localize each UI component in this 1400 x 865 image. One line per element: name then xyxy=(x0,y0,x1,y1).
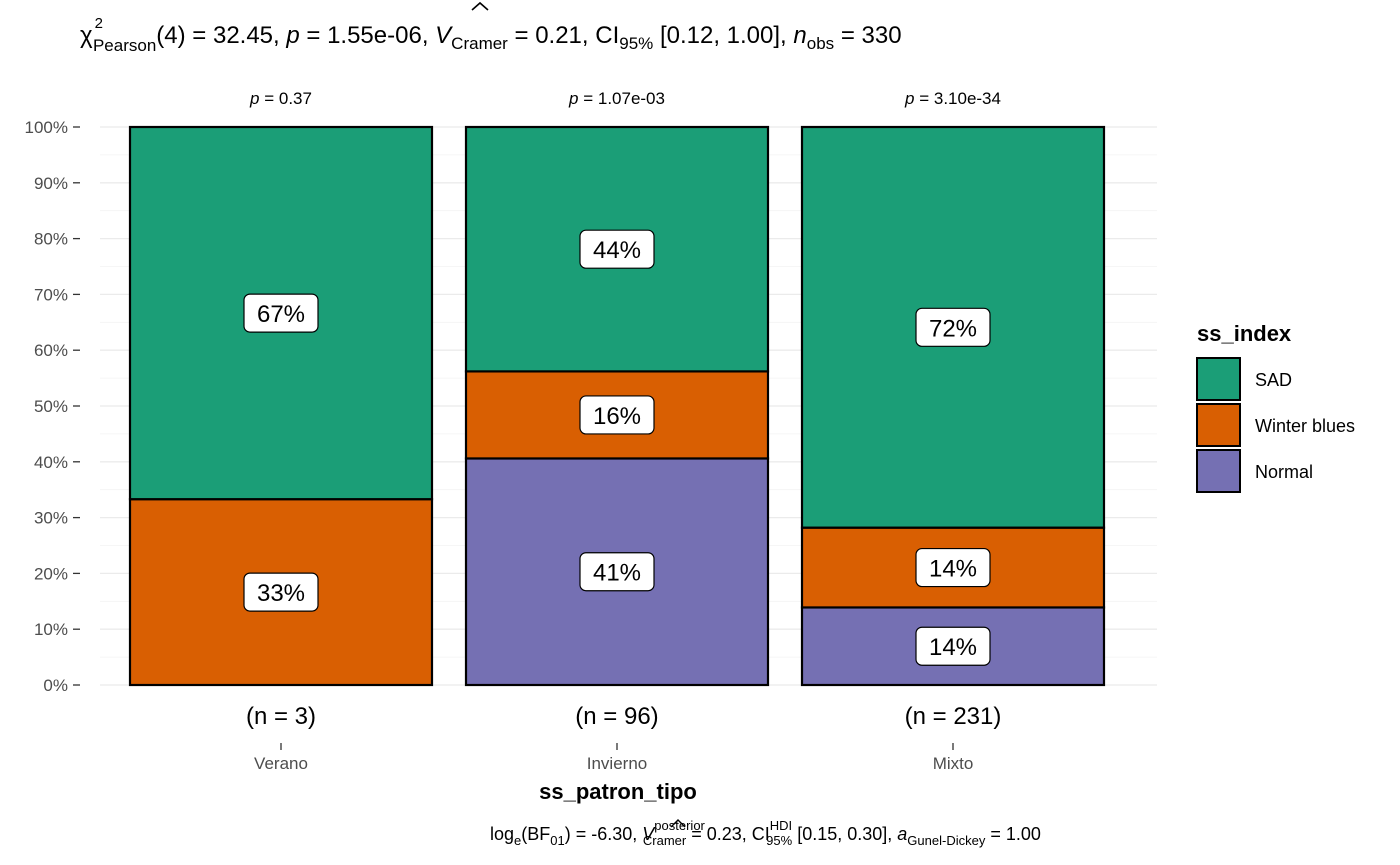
data-label-box xyxy=(915,547,991,588)
legend-label: SAD xyxy=(1255,370,1292,390)
x-tick-label: Verano xyxy=(254,754,308,773)
bar-labels: 33% 67% p = 0.37 (n = 3) 41% 16% 44% p = 1.07e-… xyxy=(243,89,1002,730)
caption-v-hat xyxy=(670,819,686,828)
bar-count: (n = 231) xyxy=(905,703,1002,730)
x-tick-label: Mixto xyxy=(933,754,974,773)
data-label-box xyxy=(579,552,655,592)
y-tick-label: 90% xyxy=(34,174,68,193)
data-label-box xyxy=(579,229,655,269)
y-tick-label: 60% xyxy=(34,341,68,360)
bar-p-value: p = 3.10e-34 xyxy=(904,89,1001,108)
bar-p-value: p = 0.37 xyxy=(249,89,312,108)
data-label: 33% xyxy=(257,580,305,607)
legend-label: Normal xyxy=(1255,462,1313,482)
data-label: 41% xyxy=(593,560,641,587)
y-tick-label: 40% xyxy=(34,453,68,472)
data-label-box xyxy=(579,395,655,435)
data-label-box xyxy=(915,307,991,347)
data-label: 44% xyxy=(593,237,641,264)
data-label: 14% xyxy=(929,556,977,583)
data-label: 67% xyxy=(257,301,305,328)
legend-key xyxy=(1196,403,1241,447)
bar-count: (n = 96) xyxy=(575,703,658,730)
y-tick-label: 50% xyxy=(34,397,68,416)
data-label: 14% xyxy=(929,634,977,661)
chart-title: χ 2 Pearson(4) = 32.45, p = 1.55e-06, VCra… xyxy=(80,15,902,55)
x-tick-label: Invierno xyxy=(587,754,647,773)
data-label-box xyxy=(915,626,991,666)
x-axis: Verano Invierno Mixto xyxy=(254,743,973,773)
legend-title: ss_index xyxy=(1197,321,1292,346)
x-axis-title: ss_patron_tipo xyxy=(539,779,697,804)
data-label: 72% xyxy=(929,315,977,342)
y-tick-label: 20% xyxy=(34,564,68,583)
y-tick-label: 80% xyxy=(34,230,68,249)
title-v-hat xyxy=(471,1,489,11)
chart-caption: loge(BF01) = -6.30, Vposterior Cramer = 0… xyxy=(490,818,1041,848)
legend-key xyxy=(1196,449,1241,493)
data-label-box xyxy=(243,572,319,612)
y-tick-label: 70% xyxy=(34,285,68,304)
y-tick-label: 30% xyxy=(34,509,68,528)
legend-key xyxy=(1196,357,1241,401)
legend-label: Winter blues xyxy=(1255,416,1355,436)
y-tick-label: 10% xyxy=(34,620,68,639)
data-label-box xyxy=(243,293,319,333)
bar-count: (n = 3) xyxy=(246,703,316,730)
legend: ss_index SAD Winter blues Normal xyxy=(1196,321,1355,493)
bar-p-value: p = 1.07e-03 xyxy=(568,89,665,108)
data-label: 16% xyxy=(593,403,641,430)
y-axis: 0% 10% 20% 30% 40% 50% 60% 70% 80% 90% 100% xyxy=(25,118,80,695)
y-tick-label: 100% xyxy=(25,118,68,137)
y-tick-label: 0% xyxy=(43,676,68,695)
